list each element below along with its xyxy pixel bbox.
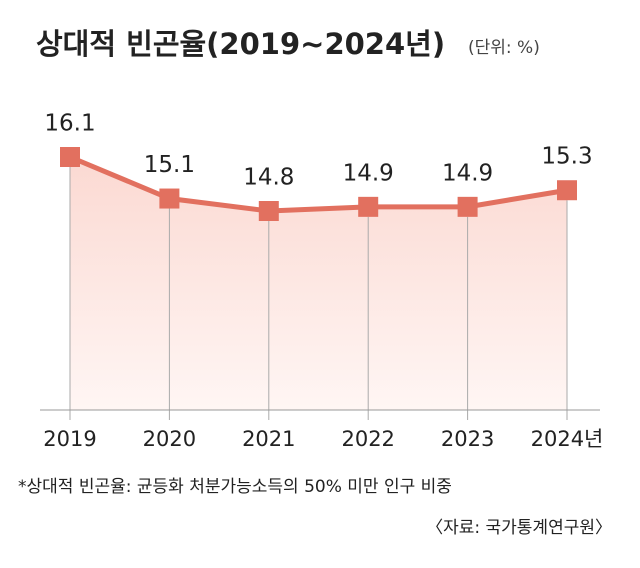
data-label: 15.1: [144, 152, 195, 178]
chart-title: 상대적 빈곤율(2019~2024년): [36, 27, 445, 61]
marker: [60, 147, 80, 167]
marker: [159, 188, 180, 209]
chart-subtitle: (단위: %): [468, 38, 540, 58]
x-tick-label: 2023: [441, 427, 494, 451]
x-tick-label: 2022: [341, 427, 394, 451]
data-label: 14.8: [243, 165, 294, 191]
x-tick-label: 2019: [43, 427, 96, 451]
source: 〈자료: 국가통계연구원〉: [426, 518, 612, 538]
x-tick-label: 2024년: [531, 427, 604, 451]
marker: [258, 201, 279, 221]
marker: [557, 180, 577, 201]
data-label: 14.9: [343, 160, 394, 186]
x-tick-label: 2021: [242, 427, 295, 451]
marker: [457, 196, 478, 217]
area: [70, 157, 567, 410]
data-label: 15.3: [541, 144, 592, 170]
marker: [358, 196, 379, 217]
footnote: *상대적 빈곤율: 균등화 처분가능소득의 50% 미만 인구 비중: [18, 477, 452, 497]
line: [69, 154, 568, 214]
x-tick-label: 2020: [143, 427, 196, 451]
data-label: 16.1: [44, 111, 95, 137]
data-label: 14.9: [442, 160, 493, 186]
